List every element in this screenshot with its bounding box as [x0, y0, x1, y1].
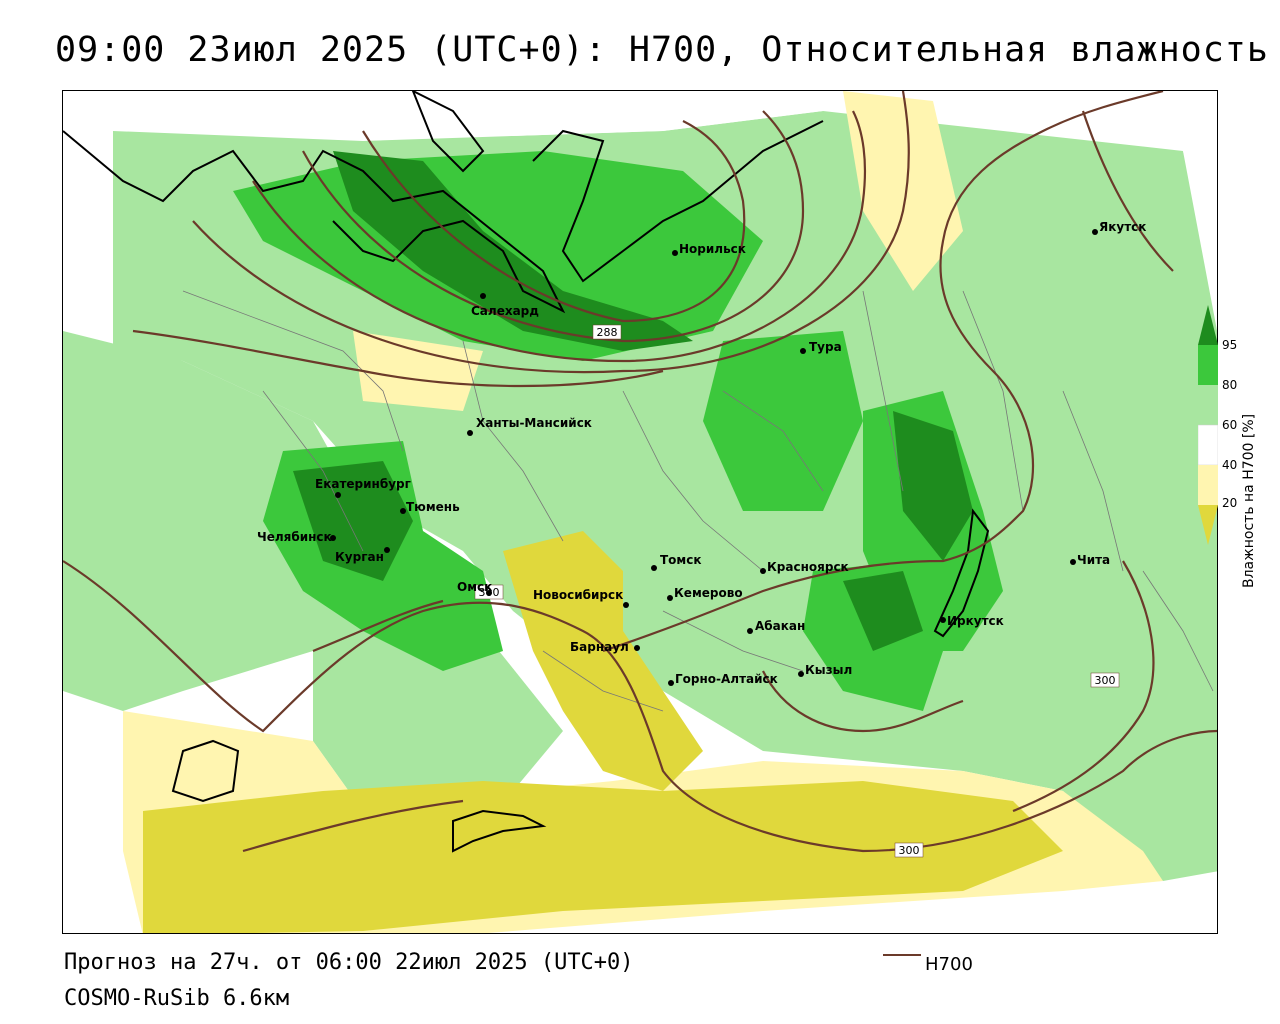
lake-balkhash: [452, 809, 547, 853]
humidity-field-dry-north: [353, 331, 483, 411]
colorbar-tick-80: 80: [1222, 378, 1238, 392]
coastline-taymyr: [532, 120, 824, 283]
contour-label-300-south: 300: [894, 842, 924, 858]
svg-text:Салехард: Салехард: [471, 304, 539, 318]
h700-legend-label: H700: [925, 954, 973, 975]
city-gorno-altaysk: Горно-Алтайск: [668, 672, 778, 686]
humidity-field-60-south: [313, 611, 563, 811]
humidity-field-dry-east: [843, 91, 963, 291]
colorbar-tick-20: 20: [1222, 496, 1238, 510]
humidity-field-95-sayan: [843, 571, 923, 651]
city-tomsk: Томск: [651, 553, 702, 571]
svg-text:300: 300: [899, 844, 920, 857]
svg-text:Норильск: Норильск: [679, 242, 746, 256]
svg-text:Ханты-Мансийск: Ханты-Мансийск: [476, 416, 592, 430]
region-borders: [182, 290, 1214, 712]
h700-contours: [63, 91, 1217, 853]
city-abakan: Абакан: [747, 619, 805, 634]
humidity-field-60-west: [63, 331, 363, 711]
svg-text:Томск: Томск: [660, 553, 702, 567]
city-yekaterinburg: Екатеринбург: [315, 477, 411, 498]
city-omsk: Омск: [457, 580, 492, 596]
city-kurgan: Курган: [335, 547, 390, 564]
svg-text:Курган: Курган: [335, 550, 384, 564]
model-name: COSMO-RuSib 6.6км: [64, 986, 290, 1011]
colorbar-tick-60: 60: [1222, 418, 1238, 432]
map-area: 288 300 300 300 Норильск Якутск Салехард…: [62, 90, 1218, 934]
humidity-field-95-urals: [293, 461, 413, 581]
city-tyumen: Тюмень: [400, 500, 460, 514]
no-data-east: [1183, 91, 1217, 284]
svg-text:300: 300: [1095, 674, 1116, 687]
map-canvas: 288 300 300 300 Норильск Якутск Салехард…: [63, 91, 1217, 933]
city-khanty-mansiysk: Ханты-Мансийск: [467, 416, 592, 436]
contour-label-288: 288: [592, 324, 622, 340]
svg-text:Горно-Алтайск: Горно-Алтайск: [675, 672, 778, 686]
no-data-southeast: [1143, 871, 1217, 933]
city-barnaul: Барнаул: [570, 640, 640, 654]
svg-text:Якутск: Якутск: [1099, 220, 1146, 234]
city-irkutsk: Иркутск: [940, 614, 1004, 628]
city-chita: Чита: [1070, 553, 1110, 567]
svg-text:Челябинск: Челябинск: [257, 530, 332, 544]
city-kemerovo: Кемерово: [667, 586, 743, 601]
city-tura: Тура: [800, 340, 842, 354]
humidity-field-dry-corridor: [503, 531, 703, 791]
humidity-field-95-east: [893, 411, 973, 561]
city-yakutsk: Якутск: [1092, 220, 1146, 235]
svg-text:Иркутск: Иркутск: [947, 614, 1004, 628]
coastline-kara-sea: [63, 130, 566, 314]
humidity-field-dry-south: [143, 781, 1063, 933]
humidity-colorbar: [1198, 305, 1218, 545]
svg-text:Барнаул: Барнаул: [570, 640, 629, 654]
svg-text:Тура: Тура: [809, 340, 842, 354]
colorbar-tick-40: 40: [1222, 458, 1238, 472]
svg-text:288: 288: [597, 326, 618, 339]
svg-text:Красноярск: Красноярск: [767, 560, 849, 574]
h700-legend-line: [883, 954, 921, 956]
forecast-info: Прогноз на 27ч. от 06:00 22июл 2025 (UTC…: [64, 950, 634, 975]
colorbar-title: Влажность на H700 [%]: [1241, 413, 1257, 588]
svg-text:Екатеринбург: Екатеринбург: [315, 477, 411, 491]
svg-text:Кызыл: Кызыл: [805, 663, 852, 677]
coastline-novaya-zemlya: [411, 91, 485, 173]
contour-label-300-east: 300: [1090, 672, 1120, 688]
humidity-field-95-north: [333, 151, 693, 351]
city-kyzyl: Кызыл: [798, 663, 852, 677]
city-krasnoyarsk: Красноярск: [760, 560, 849, 574]
svg-text:Новосибирск: Новосибирск: [533, 588, 623, 602]
city-chelyabinsk: Челябинск: [257, 530, 336, 544]
svg-text:Тюмень: Тюмень: [406, 500, 460, 514]
city-novosibirsk: Новосибирск: [533, 588, 629, 608]
svg-text:Абакан: Абакан: [755, 619, 805, 633]
city-salekhard: Салехард: [471, 293, 539, 318]
city-norilsk: Норильск: [672, 242, 746, 256]
map-title: 09:00 23июл 2025 (UTC+0): H700, Относите…: [55, 30, 1269, 70]
svg-text:Кемерово: Кемерово: [674, 586, 743, 600]
svg-text:Омск: Омск: [457, 580, 492, 594]
colorbar-tick-95: 95: [1222, 338, 1238, 352]
no-data-north: [413, 91, 843, 136]
svg-text:Чита: Чита: [1077, 553, 1110, 567]
caspian-sea: [171, 739, 240, 803]
humidity-field-80-center: [703, 331, 863, 511]
